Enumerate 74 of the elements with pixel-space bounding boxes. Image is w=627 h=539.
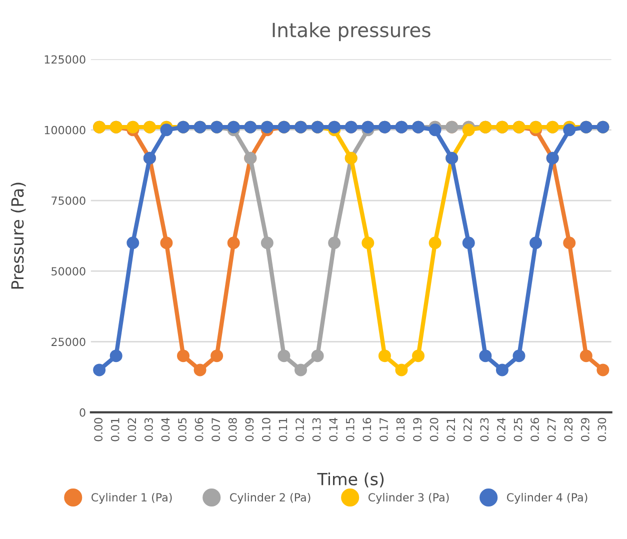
x-tick-label: 0.02: [128, 418, 136, 442]
point: [462, 124, 475, 136]
point: [260, 236, 274, 250]
x-tick-label: 0.07: [212, 418, 220, 442]
point: [176, 350, 190, 362]
x-tick-label: 0.23: [480, 418, 489, 442]
x-tick-label: 0.28: [564, 418, 573, 442]
x-tick-label: 0.30: [598, 418, 606, 442]
x-axis-title: Time (s): [317, 472, 384, 488]
point: [160, 124, 173, 136]
point: [512, 350, 526, 362]
point: [395, 364, 408, 376]
point: [412, 350, 425, 362]
x-tick-label: 0.01: [110, 418, 120, 442]
x-tick-label: 0.26: [530, 418, 540, 442]
y-tick-label: 125000: [44, 55, 86, 64]
x-tick-label: 0.15: [346, 418, 354, 442]
x-tick-label: 0.16: [362, 418, 372, 442]
legend-label: Cylinder 3 (Pa): [368, 492, 449, 504]
point: [362, 236, 374, 250]
x-tick-label: 0.18: [396, 418, 405, 442]
x-tick-label: 0.24: [497, 418, 506, 442]
x-tick-label: 0.12: [296, 418, 304, 442]
point: [462, 236, 475, 250]
x-tick-label: 0.08: [228, 418, 237, 442]
y-tick-label: 0: [80, 408, 86, 417]
legend-label: Cylinder 1 (Pa): [92, 492, 172, 504]
y-tick-label: 25000: [52, 338, 86, 346]
x-tick-label: 0.06: [194, 418, 204, 442]
point: [530, 236, 542, 250]
point: [311, 350, 324, 362]
point: [378, 350, 391, 362]
point: [328, 236, 341, 250]
x-tick-label: 0.25: [514, 418, 522, 442]
legend-label: Cylinder 4 (Pa): [506, 492, 588, 504]
x-tick-label: 0.03: [144, 418, 153, 442]
x-tick-label: 0.14: [329, 418, 338, 442]
y-tick-label: 75000: [52, 196, 86, 205]
point: [428, 124, 442, 136]
point: [227, 236, 240, 250]
x-tick-label: 0.22: [463, 418, 472, 442]
x-tick-label: 0.27: [547, 418, 556, 442]
point: [278, 350, 290, 362]
x-tick-label: 0.21: [446, 418, 456, 442]
y-tick-label: 100000: [44, 126, 86, 134]
x-tick-label: 0.11: [278, 418, 288, 442]
x-tick-label: 0.00: [94, 418, 103, 442]
x-tick-label: 0.13: [312, 418, 321, 442]
x-tick-label: 0.19: [413, 418, 422, 442]
point: [110, 350, 122, 362]
chart-title: Intake pressures: [272, 22, 430, 42]
point: [160, 236, 173, 250]
y-tick-label: 50000: [52, 267, 86, 276]
point: [596, 364, 610, 376]
x-tick-label: 0.05: [178, 418, 186, 442]
x-tick-label: 0.29: [580, 418, 590, 442]
y-axis-title: Pressure (Pa): [10, 182, 26, 289]
point: [479, 350, 492, 362]
x-tick-label: 0.04: [161, 418, 170, 442]
legend-label: Cylinder 2 (Pa): [230, 492, 310, 504]
point: [294, 364, 308, 376]
x-tick-label: 0.17: [380, 418, 388, 442]
point: [428, 236, 442, 250]
point: [563, 124, 576, 136]
point: [93, 364, 106, 376]
point: [563, 236, 576, 250]
x-tick-label: 0.10: [262, 418, 270, 442]
point: [126, 236, 140, 250]
x-tick-label: 0.09: [245, 418, 254, 442]
point: [496, 364, 508, 376]
point: [210, 350, 224, 362]
x-tick-label: 0.20: [430, 418, 438, 442]
point: [194, 364, 206, 376]
point: [580, 350, 592, 362]
